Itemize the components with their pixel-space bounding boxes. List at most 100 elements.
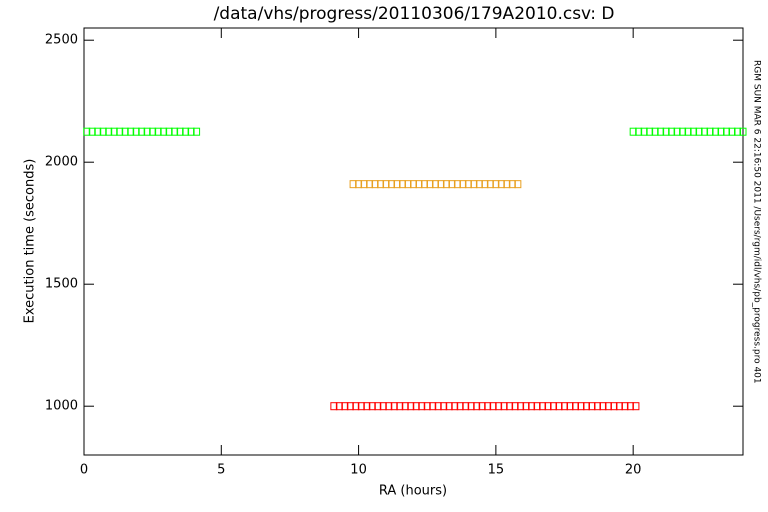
point xyxy=(533,402,541,411)
y-axis-label: Execution time (seconds) xyxy=(23,159,38,324)
y-tick-label: 2000 xyxy=(45,155,78,170)
point xyxy=(423,402,431,411)
point xyxy=(420,180,428,189)
point xyxy=(651,127,659,136)
point xyxy=(390,402,398,411)
point xyxy=(451,402,459,411)
point xyxy=(193,127,201,136)
point xyxy=(473,402,481,411)
point xyxy=(701,127,709,136)
point xyxy=(635,127,643,136)
point xyxy=(582,402,590,411)
point xyxy=(517,402,525,411)
point xyxy=(138,127,146,136)
point xyxy=(171,127,179,136)
x-axis-label: RA (hours) xyxy=(379,484,447,499)
point xyxy=(673,127,681,136)
point xyxy=(508,180,516,189)
point xyxy=(604,402,612,411)
point xyxy=(352,402,360,411)
point xyxy=(407,402,415,411)
point xyxy=(599,402,607,411)
point xyxy=(456,402,464,411)
point xyxy=(187,127,195,136)
point xyxy=(360,180,368,189)
point xyxy=(330,402,338,411)
x-tick-label: 0 xyxy=(80,463,88,478)
point xyxy=(399,180,407,189)
point xyxy=(593,402,601,411)
point xyxy=(500,402,508,411)
point xyxy=(470,180,478,189)
point xyxy=(629,127,637,136)
point xyxy=(640,127,648,136)
point xyxy=(415,180,423,189)
point xyxy=(393,180,401,189)
point xyxy=(382,180,390,189)
point xyxy=(621,402,629,411)
point xyxy=(717,127,725,136)
point xyxy=(486,180,494,189)
point xyxy=(522,402,530,411)
point xyxy=(165,127,173,136)
point xyxy=(335,402,343,411)
point xyxy=(690,127,698,136)
point xyxy=(121,127,129,136)
point xyxy=(728,127,736,136)
plot-frame xyxy=(83,27,744,456)
point xyxy=(176,127,184,136)
point xyxy=(448,180,456,189)
chart-title: /data/vhs/progress/20110306/179A2010.csv… xyxy=(214,4,615,24)
x-tick-label: 15 xyxy=(488,463,505,478)
point xyxy=(528,402,536,411)
point xyxy=(418,402,426,411)
point xyxy=(544,402,552,411)
annotation: RGM SUN MAR 6 22:16:50 2011 /Users/rgm/i… xyxy=(752,60,762,384)
point xyxy=(154,127,162,136)
point xyxy=(462,402,470,411)
point xyxy=(464,180,472,189)
point xyxy=(371,180,379,189)
point xyxy=(712,127,720,136)
point xyxy=(127,127,135,136)
point xyxy=(412,402,420,411)
point xyxy=(679,127,687,136)
point xyxy=(149,127,157,136)
point xyxy=(577,402,585,411)
point xyxy=(481,180,489,189)
point xyxy=(723,127,731,136)
point xyxy=(429,402,437,411)
point xyxy=(94,127,102,136)
point xyxy=(657,127,665,136)
point xyxy=(539,402,547,411)
point xyxy=(615,402,623,411)
y-tick-label: 2500 xyxy=(45,33,78,48)
point xyxy=(646,127,654,136)
point xyxy=(388,180,396,189)
point xyxy=(396,402,404,411)
point xyxy=(492,180,500,189)
point xyxy=(588,402,596,411)
point xyxy=(734,127,742,136)
point xyxy=(489,402,497,411)
point xyxy=(385,402,393,411)
point xyxy=(506,402,514,411)
point xyxy=(662,127,670,136)
point xyxy=(377,180,385,189)
point xyxy=(706,127,714,136)
point xyxy=(357,402,365,411)
point xyxy=(610,402,618,411)
point xyxy=(341,402,349,411)
point xyxy=(349,180,357,189)
point xyxy=(626,402,634,411)
point xyxy=(495,402,503,411)
point xyxy=(475,180,483,189)
x-tick-label: 10 xyxy=(350,463,367,478)
point xyxy=(116,127,124,136)
x-tick-label: 20 xyxy=(625,463,642,478)
y-tick-label: 1000 xyxy=(45,399,78,414)
point xyxy=(105,127,113,136)
point xyxy=(83,127,91,136)
point xyxy=(110,127,118,136)
